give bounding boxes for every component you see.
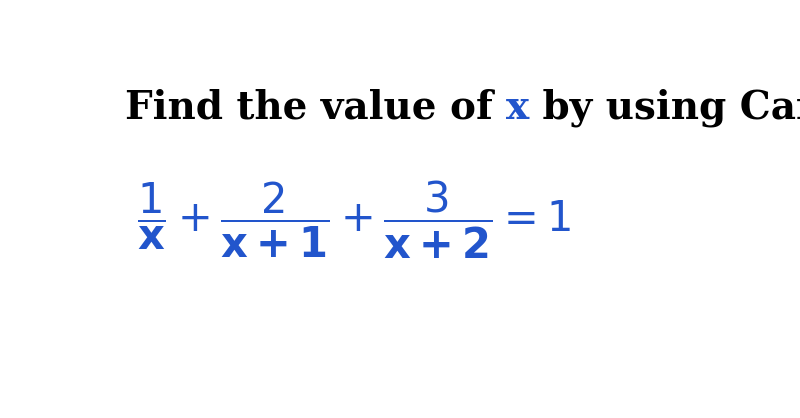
Text: $\dfrac{1}{\mathbf{x}} + \dfrac{2}{\mathbf{x+1}}+ \dfrac{3}{\mathbf{x+2}} = 1$: $\dfrac{1}{\mathbf{x}} + \dfrac{2}{\math…	[138, 179, 571, 261]
Text: x: x	[506, 89, 530, 127]
Text: Find the value of: Find the value of	[125, 89, 506, 127]
Text: by using Cardon's Method.: by using Cardon's Method.	[530, 89, 800, 127]
